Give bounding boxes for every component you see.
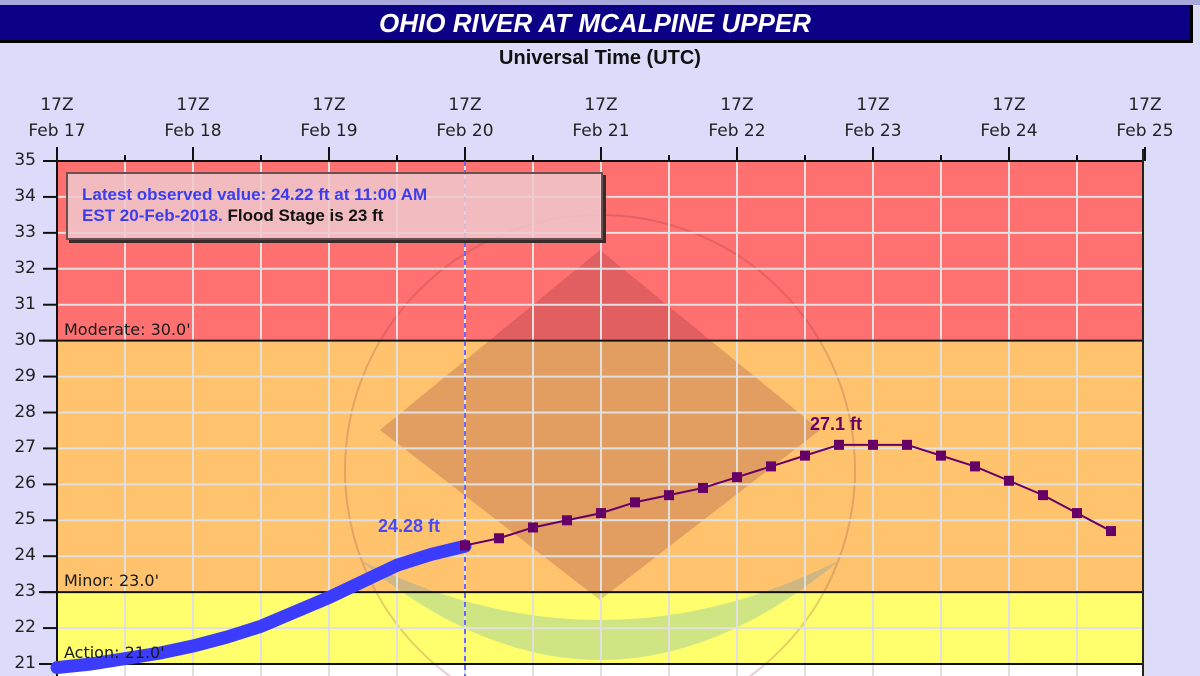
- forecast-point-marker: [1004, 475, 1014, 486]
- info-line-2-date: EST 20-Feb-2018.: [82, 206, 223, 225]
- y-tick-label: 31: [14, 293, 36, 314]
- forecast-point-marker: [630, 497, 640, 508]
- forecast-point-marker: [800, 450, 810, 461]
- action-threshold-label: Action: 21.0': [64, 643, 165, 662]
- x-tick-label: 17Z Feb 18: [164, 95, 222, 141]
- info-line-1: Latest observed value: 24.22 ft at 11:00…: [82, 185, 428, 204]
- top-strip: [0, 0, 1200, 5]
- forecast-point-marker: [732, 472, 742, 483]
- chart-title: OHIO RIVER AT MCALPINE UPPER: [0, 5, 1193, 43]
- forecast-point-marker: [1072, 508, 1082, 519]
- x-tick-label: 17Z Feb 20: [436, 95, 494, 141]
- forecast-stage-line: [464, 443, 1112, 547]
- x-tick-label: 17Z Feb 21: [572, 95, 630, 141]
- minor-threshold-label: Minor: 23.0': [64, 571, 159, 590]
- forecast-crest-label: 27.1 ft: [810, 414, 863, 434]
- forecast-point-marker: [596, 508, 606, 519]
- x-tick-label: 17Z Feb 24: [980, 95, 1038, 141]
- y-tick-label: 29: [14, 365, 36, 386]
- x-tick-label: 17Z Feb 25: [1116, 95, 1174, 141]
- y-tick-label: 24: [14, 545, 36, 566]
- x-tick-label: 17Z Feb 23: [844, 95, 902, 141]
- forecast-point-marker: [766, 461, 776, 472]
- y-tick-label: 35: [14, 150, 36, 170]
- observed-last-value-label: 24.28 ft: [378, 516, 441, 536]
- y-tick-label: 34: [14, 185, 36, 206]
- forecast-point-marker: [902, 439, 912, 450]
- forecast-point-marker: [528, 522, 538, 533]
- forecast-point-marker: [868, 439, 878, 450]
- y-tick-label: 28: [14, 401, 36, 422]
- observed-stage-line: [50, 539, 472, 675]
- moderate-threshold-label: Moderate: 30.0': [64, 320, 191, 339]
- x-tick-label: 17Z Feb 19: [300, 95, 358, 141]
- forecast-point-marker: [562, 515, 572, 526]
- info-flood-stage: Flood Stage is 23 ft: [227, 206, 384, 225]
- forecast-point-marker: [834, 439, 844, 450]
- forecast-point-marker: [1038, 490, 1048, 501]
- y-tick-label: 27: [14, 437, 36, 458]
- forecast-point-marker: [1106, 526, 1116, 537]
- x-tick-label: 17Z Feb 22: [708, 95, 766, 141]
- y-tick-label: 22: [14, 617, 36, 638]
- y-tick-label: 23: [14, 581, 36, 602]
- y-tick-label: 33: [14, 221, 36, 242]
- forecast-point-marker: [460, 540, 470, 551]
- forecast-point-marker: [970, 461, 980, 472]
- forecast-point-marker: [664, 490, 674, 501]
- forecast-point-marker: [936, 450, 946, 461]
- y-tick-label: 32: [14, 257, 36, 278]
- forecast-point-marker: [698, 482, 708, 493]
- y-tick-label: 21: [14, 653, 36, 673]
- x-axis-title: Universal Time (UTC): [499, 47, 701, 69]
- forecast-point-marker: [494, 533, 504, 544]
- y-tick-label: 30: [14, 329, 36, 350]
- y-tick-label: 25: [14, 509, 36, 530]
- latest-observation-box: Latest observed value: 24.22 ft at 11:00…: [66, 172, 603, 240]
- x-tick-label: 17Z Feb 17: [28, 95, 86, 141]
- y-tick-label: 26: [14, 473, 36, 494]
